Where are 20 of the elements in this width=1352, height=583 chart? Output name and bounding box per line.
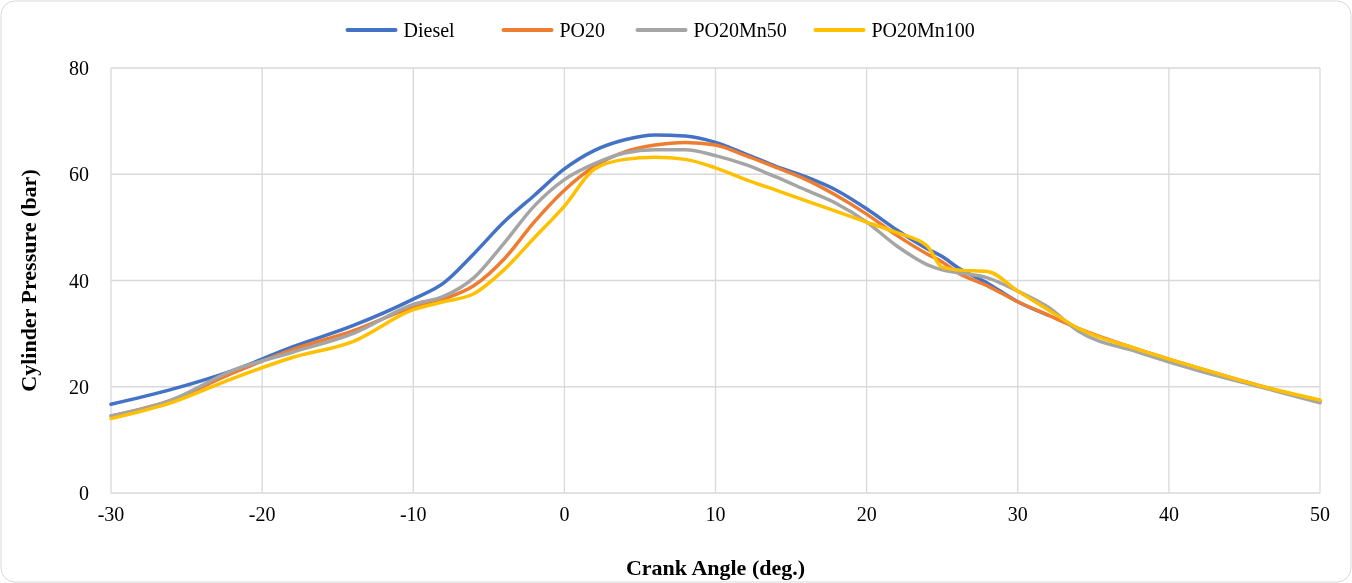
y-axis-title: Cylinder Pressure (bar) (16, 169, 41, 392)
x-tick-label: 20 (856, 503, 877, 525)
x-tick-label: 30 (1007, 503, 1028, 525)
y-tick-label: 40 (69, 269, 89, 292)
x-tick-label: 40 (1158, 503, 1179, 525)
x-tick-label: -20 (248, 503, 276, 525)
x-tick-label: 50 (1310, 503, 1330, 525)
legend-label: PO20Mn50 (693, 19, 787, 41)
y-tick-label: 60 (69, 163, 89, 186)
legend-label: PO20 (559, 19, 606, 41)
legend-label: Diesel (403, 19, 456, 41)
x-tick-label: -10 (399, 503, 427, 525)
y-tick-label: 80 (69, 57, 89, 79)
y-tick-label: 20 (69, 375, 89, 398)
x-tick-label: -30 (97, 503, 125, 525)
x-axis-title: Crank Angle (deg.) (625, 555, 806, 580)
y-tick-label: 0 (79, 482, 89, 504)
legend-label: PO20Mn100 (871, 19, 975, 41)
x-tick-label: 10 (705, 503, 726, 525)
x-tick-label: 0 (559, 503, 570, 525)
